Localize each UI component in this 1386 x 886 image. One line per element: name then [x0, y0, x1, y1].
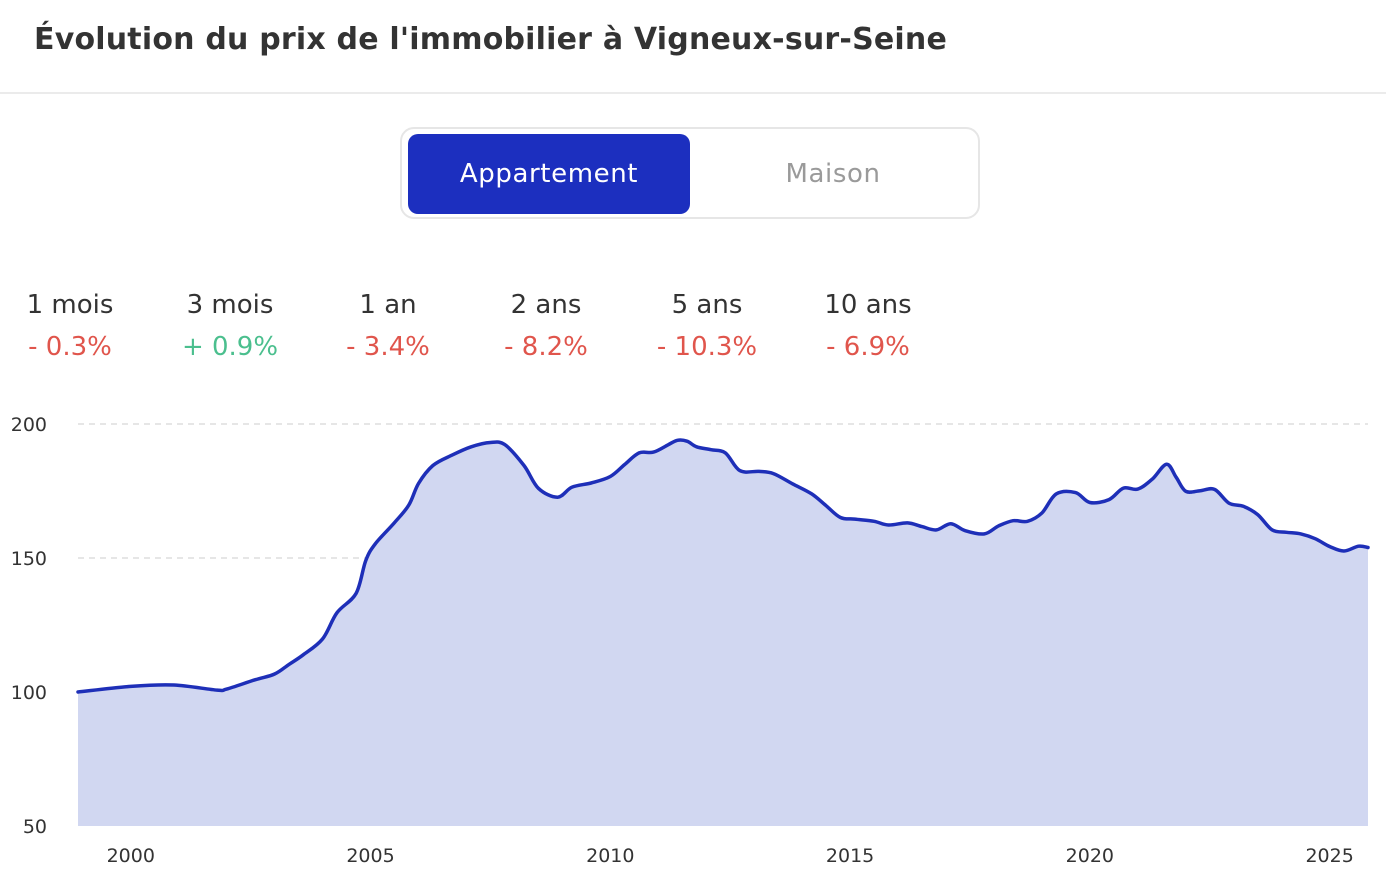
price-chart: 200 150 100 50 2000 2005 2010 2015 2020 2025: [11, 414, 1370, 867]
price-line: [76, 438, 1370, 694]
property-type-toggle: Appartement Maison: [400, 127, 980, 219]
stat-value: - 6.9%: [826, 332, 910, 362]
stat-1-mois: 1 mois - 0.3%: [20, 290, 120, 362]
page-title: Évolution du prix de l'immobilier à Vign…: [34, 22, 948, 57]
stat-label: 3 mois: [186, 290, 274, 320]
x-tick-label: 2005: [346, 845, 394, 867]
stat-label: 10 ans: [824, 290, 912, 320]
price-area: [78, 440, 1368, 826]
stat-value: - 8.2%: [504, 332, 588, 362]
y-tick-label: 100: [11, 682, 47, 704]
stat-label: 1 mois: [26, 290, 114, 320]
y-tick-label: 200: [11, 414, 47, 436]
stat-1-an: 1 an - 3.4%: [336, 290, 440, 362]
stat-10-ans: 10 ans - 6.9%: [816, 290, 920, 362]
toggle-appartement-button[interactable]: Appartement: [408, 134, 690, 214]
stat-5-ans: 5 ans - 10.3%: [650, 290, 764, 362]
stat-value: - 3.4%: [346, 332, 430, 362]
y-tick-label: 50: [23, 816, 47, 838]
x-tick-label: 2010: [586, 845, 634, 867]
stat-value: - 0.3%: [28, 332, 112, 362]
x-tick-label: 2015: [826, 845, 874, 867]
x-axis-ticks: 2000 2005 2010 2015 2020 2025: [107, 845, 1354, 867]
stat-label: 5 ans: [671, 290, 743, 320]
y-axis-ticks: 200 150 100 50: [11, 414, 47, 838]
x-tick-label: 2025: [1305, 845, 1353, 867]
stat-3-mois: 3 mois + 0.9%: [178, 290, 282, 362]
toggle-maison-button[interactable]: Maison: [692, 134, 974, 214]
x-tick-label: 2000: [107, 845, 155, 867]
header: Évolution du prix de l'immobilier à Vign…: [0, 0, 1386, 94]
x-tick-label: 2020: [1066, 845, 1114, 867]
stat-value: + 0.9%: [181, 332, 279, 362]
stat-label: 1 an: [359, 290, 417, 320]
stat-2-ans: 2 ans - 8.2%: [494, 290, 598, 362]
y-tick-label: 150: [11, 548, 47, 570]
stat-label: 2 ans: [510, 290, 582, 320]
stat-value: - 10.3%: [656, 332, 758, 362]
